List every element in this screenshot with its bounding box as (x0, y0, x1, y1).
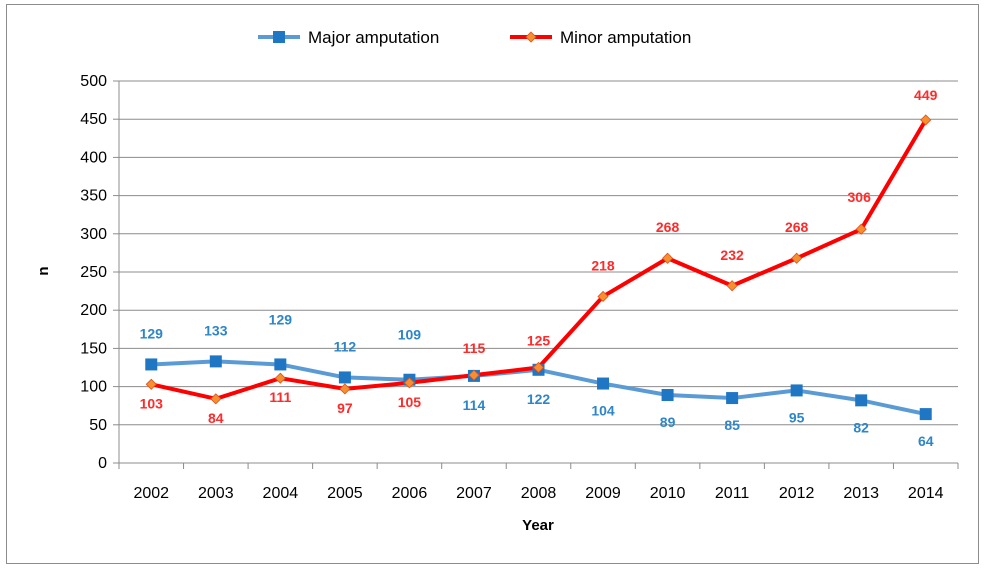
x-tick-label: 2014 (908, 485, 944, 502)
y-tick-label: 0 (98, 455, 107, 472)
marker-minor (210, 393, 222, 405)
data-label: 218 (591, 257, 615, 273)
data-label: 268 (785, 219, 809, 235)
marker-minor (726, 280, 738, 292)
y-tick-label: 350 (80, 188, 107, 205)
legend-marker-major (273, 31, 285, 43)
y-tick-label: 100 (80, 379, 107, 396)
x-tick-label: 2004 (263, 485, 299, 502)
data-label: 306 (848, 189, 872, 205)
x-tick-label: 2006 (392, 485, 428, 502)
marker-minor (662, 252, 674, 264)
data-label: 97 (337, 400, 353, 416)
marker-major (274, 358, 287, 371)
data-label: 129 (269, 311, 293, 327)
legend: Major amputation Minor amputation (258, 28, 691, 47)
data-label: 449 (914, 87, 938, 103)
data-label: 232 (720, 247, 744, 263)
y-tick-label: 300 (80, 226, 107, 243)
data-label: 122 (527, 391, 551, 407)
axes (113, 80, 959, 469)
data-label: 114 (463, 397, 486, 413)
marker-minor (145, 378, 157, 390)
y-tick-label: 450 (80, 111, 107, 128)
data-label: 133 (204, 322, 228, 338)
marker-major (726, 392, 739, 405)
data-label: 268 (656, 219, 680, 235)
marker-major (919, 408, 932, 421)
data-label: 85 (724, 417, 740, 433)
series-markers (145, 114, 932, 421)
data-label: 103 (140, 395, 164, 411)
marker-minor (339, 383, 351, 395)
x-tick-label: 2008 (521, 485, 557, 502)
data-label: 129 (140, 325, 164, 341)
x-tick-label: 2013 (843, 485, 879, 502)
data-label: 82 (853, 419, 869, 435)
marker-major (145, 358, 158, 371)
x-tick-label: 2011 (715, 485, 750, 502)
data-label: 95 (789, 409, 805, 425)
data-label: 115 (463, 340, 486, 356)
data-label: 125 (527, 333, 551, 349)
data-label: 105 (398, 394, 422, 410)
y-tick-label: 400 (80, 149, 107, 166)
x-tick-label: 2003 (198, 485, 234, 502)
data-label: 109 (398, 327, 422, 343)
marker-major (790, 384, 803, 397)
y-tick-label: 50 (89, 417, 107, 434)
data-label: 64 (918, 433, 934, 449)
marker-major (338, 371, 351, 384)
legend-marker-minor (525, 31, 537, 43)
x-tick-label: 2005 (327, 485, 363, 502)
legend-label-minor: Minor amputation (560, 28, 691, 47)
marker-minor (920, 114, 932, 126)
y-tick-label: 250 (80, 264, 107, 281)
marker-minor (468, 369, 480, 381)
data-label: 104 (591, 403, 615, 419)
x-axis-title: Year (522, 517, 554, 534)
series-line-minor (149, 117, 928, 401)
y-tick-label: 200 (80, 302, 107, 319)
marker-major (597, 377, 610, 390)
y-tick-label: 150 (80, 340, 107, 357)
marker-minor (403, 377, 415, 389)
marker-minor (855, 223, 867, 235)
y-tick-labels: 0 50 100 150 200 250 300 350 400 450 500 (80, 73, 107, 472)
y-axis-title: n (35, 266, 52, 275)
data-label: 89 (660, 414, 676, 430)
x-tick-labels: 2002 2003 2004 2005 2006 2007 2008 2009 2010 2011… (133, 485, 943, 502)
marker-minor (791, 252, 803, 264)
x-tick-label: 2010 (650, 485, 686, 502)
marker-minor (532, 361, 545, 374)
marker-major (855, 394, 868, 407)
data-label: 112 (334, 338, 357, 354)
chart-frame (6, 4, 979, 564)
data-label: 111 (269, 389, 291, 405)
legend-label-major: Major amputation (308, 28, 439, 47)
x-tick-label: 2012 (779, 485, 815, 502)
marker-major (209, 355, 222, 368)
y-tick-label: 500 (80, 73, 107, 90)
marker-minor (274, 372, 286, 384)
data-labels: 129 133 129 112 109 114 122 104 89 85 95 82 64 103 84 1… (140, 87, 938, 449)
marker-minor (597, 290, 609, 303)
x-tick-label: 2009 (585, 485, 621, 502)
x-tick-label: 2007 (456, 485, 492, 502)
x-tick-label: 2002 (133, 485, 169, 502)
data-label: 84 (208, 410, 224, 426)
marker-major (661, 389, 674, 402)
